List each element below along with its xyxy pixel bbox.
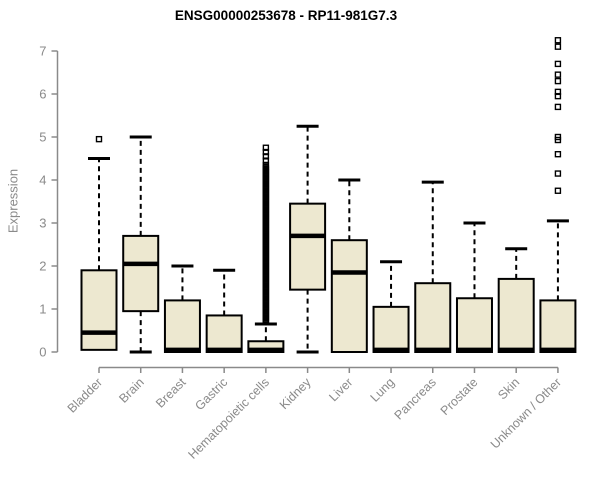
box-unknown-other — [539, 299, 577, 353]
box-kidney — [289, 202, 327, 291]
y-tick-label: 4 — [39, 173, 46, 188]
outlier-point-hematopoietic-cells — [262, 157, 270, 164]
outlier-point-unknown-other — [554, 43, 562, 50]
x-tick-label-prostate: Prostate — [438, 375, 481, 418]
outlier-point-hematopoietic-cells — [262, 144, 270, 151]
x-tick-label-pancreas: Pancreas — [392, 375, 439, 422]
box-lung — [372, 305, 410, 354]
x-tick-label-gastric: Gastric — [192, 375, 230, 413]
outlier-point-unknown-other — [554, 103, 562, 111]
box-brain — [122, 234, 160, 313]
outlier-point-unknown-other — [554, 37, 562, 44]
box-liver — [330, 239, 368, 353]
x-tick-label-unknown-other: Unknown / Other — [488, 375, 564, 451]
box-gastric — [205, 314, 243, 354]
outlier-point-unknown-other — [554, 88, 562, 96]
box-prostate — [455, 297, 493, 353]
x-tick-label-bladder: Bladder — [65, 375, 105, 415]
y-tick-label: 5 — [39, 130, 46, 145]
outlier-point-unknown-other — [554, 150, 562, 158]
x-tick-label-hematopoietic-cells: Hematopoietic cells — [185, 375, 272, 462]
y-tick-label: 6 — [39, 87, 46, 102]
y-tick-label: 0 — [39, 345, 46, 360]
box-pancreas — [414, 282, 452, 354]
outlier-point-bladder — [95, 135, 103, 143]
x-tick-label-lung: Lung — [368, 375, 398, 405]
x-tick-label-liver: Liver — [326, 375, 355, 404]
outlier-point-unknown-other — [554, 133, 562, 141]
y-tick-label: 3 — [39, 216, 46, 231]
box-skin — [497, 277, 535, 353]
outlier-point-unknown-other — [554, 60, 562, 68]
outlier-point-unknown-other — [554, 71, 562, 78]
x-tick-label-skin: Skin — [495, 375, 522, 402]
x-tick-label-brain: Brain — [116, 375, 147, 406]
y-tick-label: 2 — [39, 259, 46, 274]
x-tick-label-breast: Breast — [153, 375, 189, 411]
y-tick-label: 7 — [39, 44, 46, 59]
box-breast — [163, 299, 201, 353]
box-bladder — [80, 269, 118, 351]
outlier-point-unknown-other — [554, 170, 562, 177]
chart-title: ENSG00000253678 - RP11-981G7.3 — [174, 8, 398, 23]
y-tick-label: 1 — [39, 302, 46, 317]
outlier-point-unknown-other — [554, 77, 562, 85]
outlier-point-unknown-other — [554, 187, 562, 194]
x-tick-label-kidney: Kidney — [277, 375, 314, 412]
